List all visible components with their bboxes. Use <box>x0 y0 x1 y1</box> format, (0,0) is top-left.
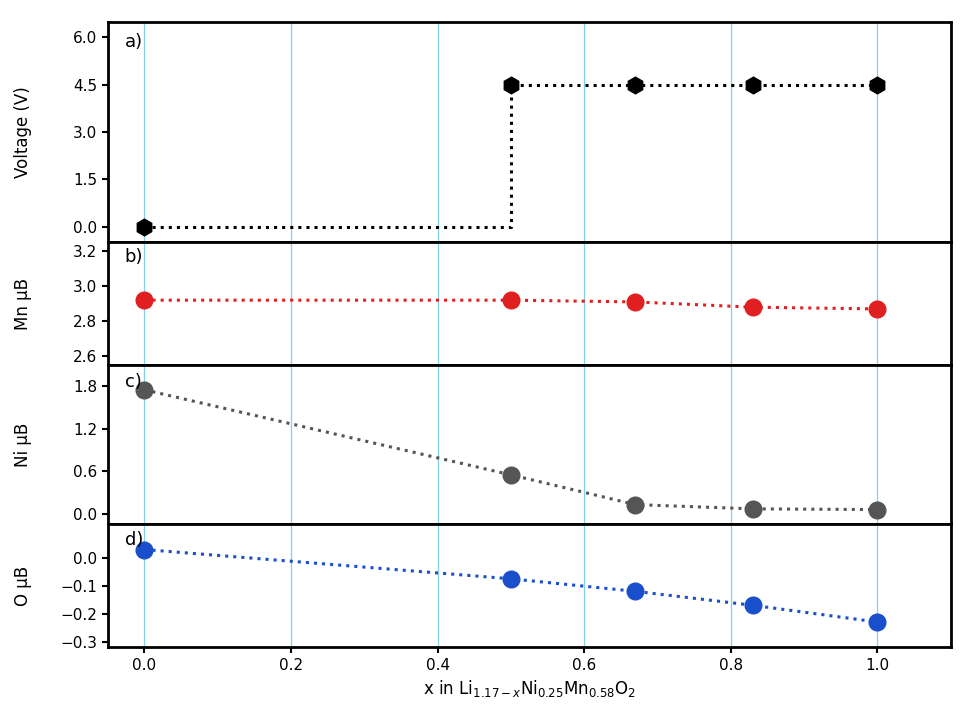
Text: c): c) <box>124 373 141 391</box>
Y-axis label: Voltage (V): Voltage (V) <box>14 86 32 178</box>
Y-axis label: Mn μB: Mn μB <box>14 278 32 330</box>
Text: b): b) <box>124 249 143 267</box>
Y-axis label: O μB: O μB <box>14 566 32 606</box>
Text: a): a) <box>124 32 143 50</box>
X-axis label: x in Li$_{1.17-x}$Ni$_{0.25}$Mn$_{0.58}$O$_2$: x in Li$_{1.17-x}$Ni$_{0.25}$Mn$_{0.58}$… <box>422 678 636 699</box>
Y-axis label: Ni μB: Ni μB <box>14 423 32 467</box>
Text: d): d) <box>124 531 143 549</box>
